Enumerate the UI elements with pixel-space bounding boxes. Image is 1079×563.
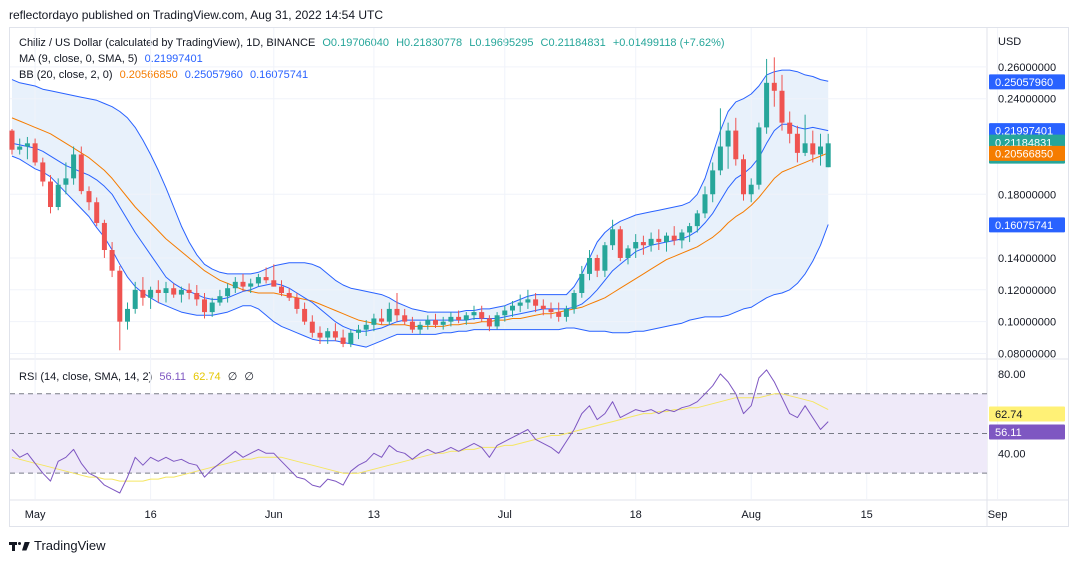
bb-lower-value: 0.16075741 xyxy=(249,69,309,81)
bb-legend[interactable]: BB (20, close, 2, 0) 0.20566850 0.250579… xyxy=(19,69,312,81)
chart-frame xyxy=(9,27,1069,527)
ma-label: MA (9, close, 0, SMA, 5) xyxy=(19,53,138,65)
bb-label: BB (20, close, 2, 0) xyxy=(19,69,113,81)
symbol-title[interactable]: Chiliz / US Dollar (calculated by Tradin… xyxy=(19,37,316,49)
ma-value: 0.21997401 xyxy=(144,53,203,65)
rsi-label: RSI (14, close, SMA, 14, 2) xyxy=(19,371,153,383)
rsi-extra-2: ∅ xyxy=(244,371,254,383)
open-value: O0.19706040 xyxy=(322,37,390,49)
rsi-value: 56.11 xyxy=(159,371,187,383)
publish-info: reflectordayo published on TradingView.c… xyxy=(9,8,384,22)
footer-brand: TradingView xyxy=(34,538,106,553)
footer: TradingView xyxy=(9,538,106,553)
ma-legend[interactable]: MA (9, close, 0, SMA, 5) 0.21997401 xyxy=(19,53,207,65)
rsi-extra-1: ∅ xyxy=(227,371,238,383)
rsi-ma-value: 62.74 xyxy=(193,371,221,383)
rsi-legend[interactable]: RSI (14, close, SMA, 14, 2) 56.11 62.74 … xyxy=(19,370,258,383)
symbol-legend: Chiliz / US Dollar (calculated by Tradin… xyxy=(19,37,729,49)
change-value: +0.01499118 (+7.62%) xyxy=(612,37,725,49)
close-value: C0.21184831 xyxy=(540,37,606,49)
tradingview-logo-icon xyxy=(9,539,31,553)
bb-basis-value: 0.20566850 xyxy=(119,69,178,81)
high-value: H0.21830778 xyxy=(396,37,463,49)
low-value: L0.19695295 xyxy=(469,37,534,49)
bb-upper-value: 0.25057960 xyxy=(184,69,243,81)
